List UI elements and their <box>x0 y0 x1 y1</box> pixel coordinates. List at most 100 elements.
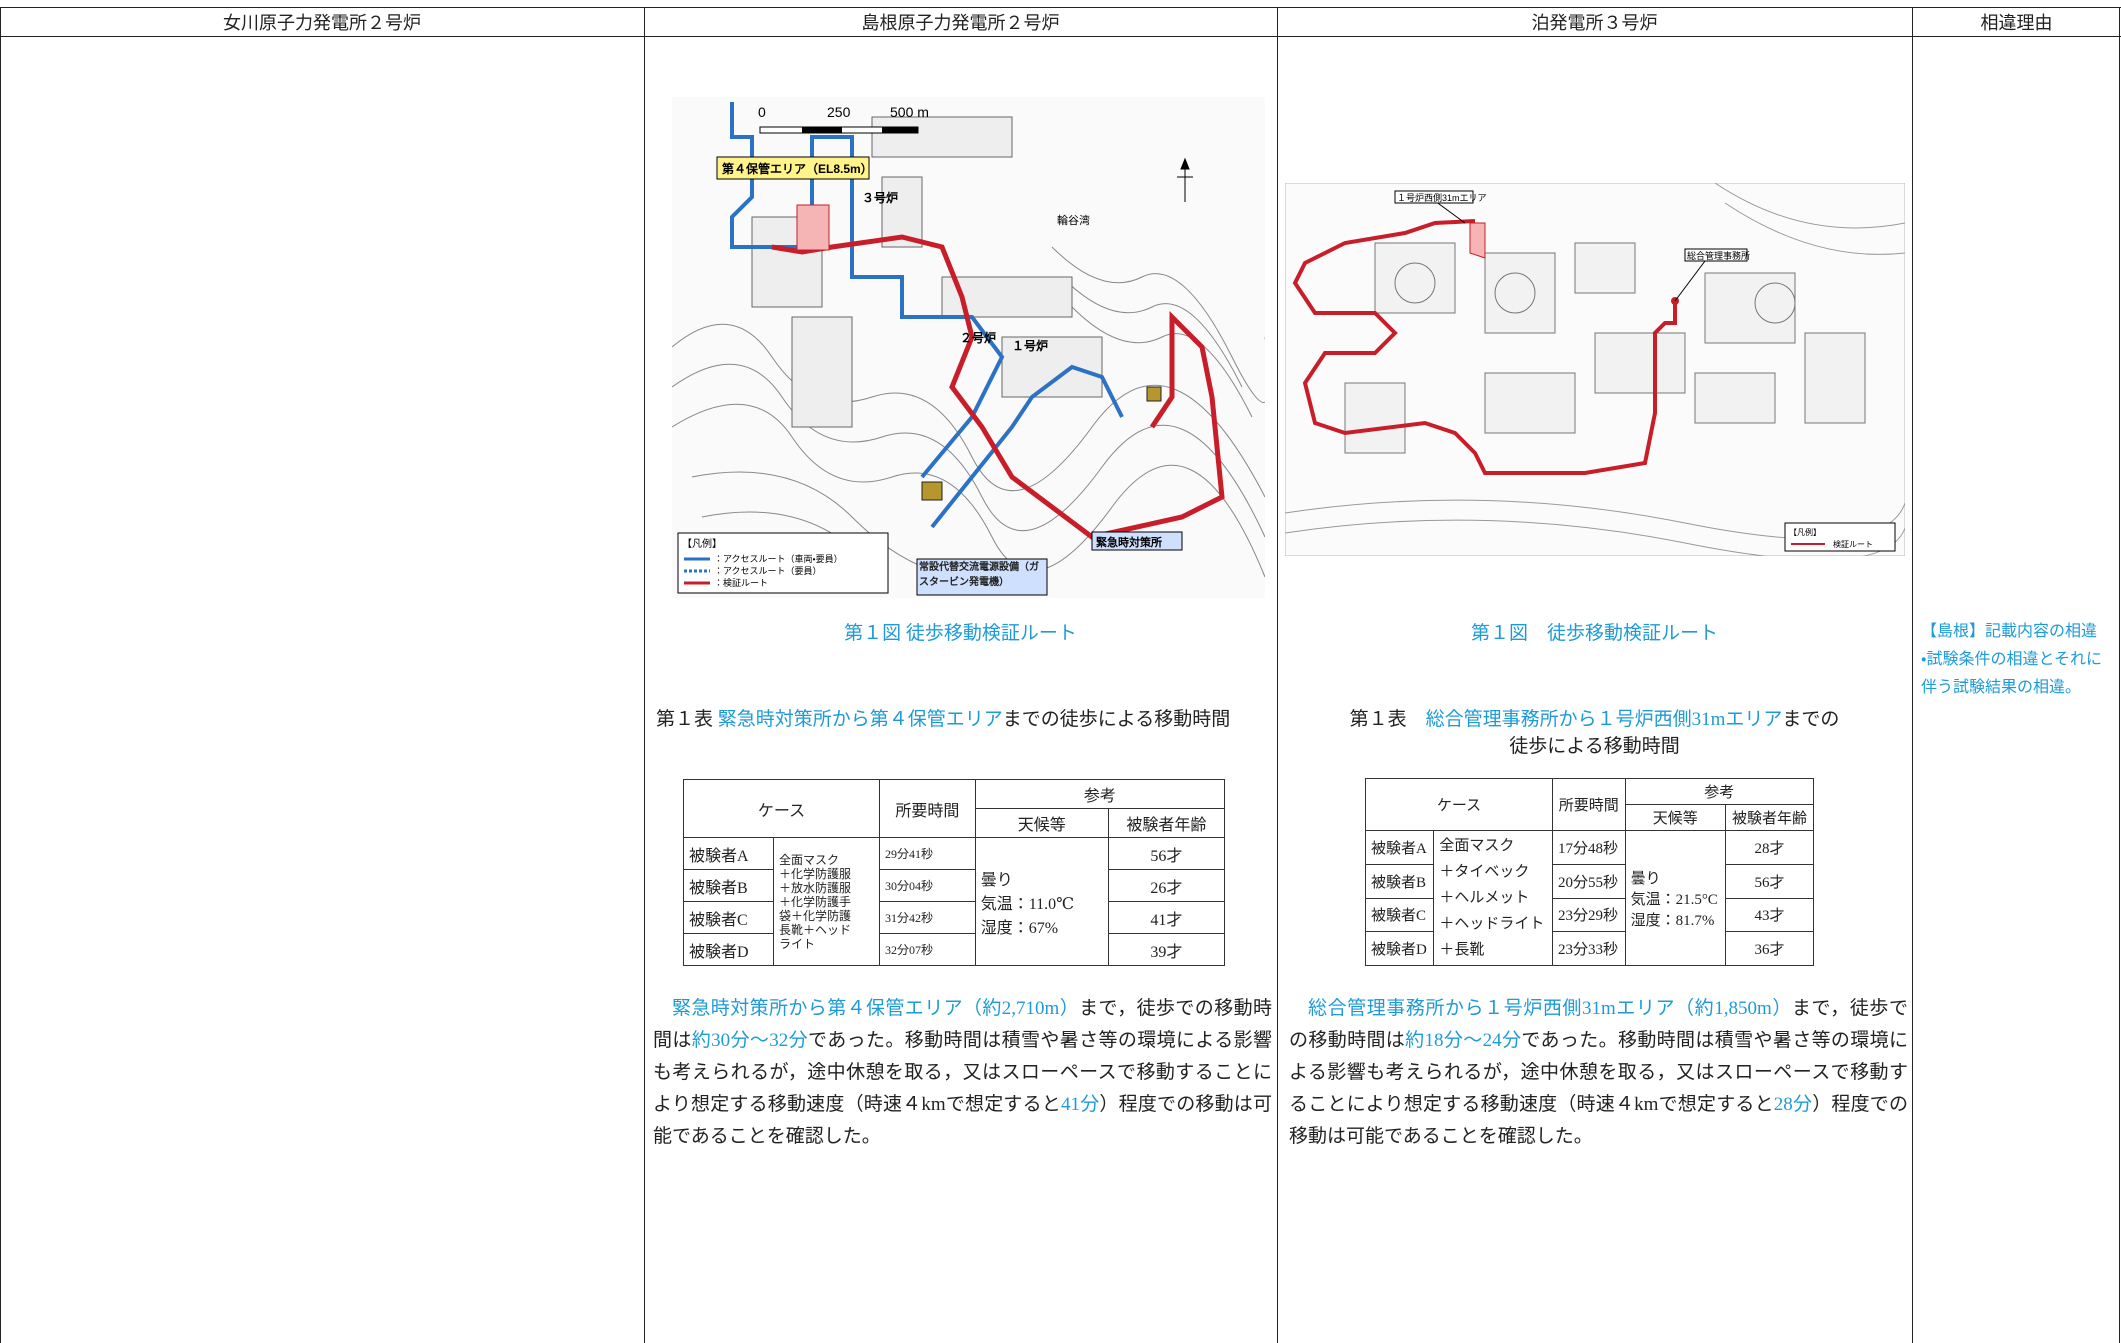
rule <box>1277 7 1278 1343</box>
cell-line: ライト <box>779 936 816 951</box>
text-run: 28分 <box>1773 1094 1813 1115</box>
th: ケース <box>1365 778 1553 831</box>
cell: 23分29秒 <box>1551 897 1626 933</box>
cell-line: 気温：21.5°C <box>1630 891 1718 908</box>
map-label: 第４保管エリア（EL8.5m） <box>721 161 873 176</box>
text-run: ）程度での移動は可能であることを確認した。 <box>1289 1094 1908 1147</box>
cell-line: ＋長靴 <box>1439 942 1485 958</box>
cell-line: 湿度：67% <box>980 919 1059 937</box>
shimane-map: 0 250 500 m 第４保管エリア（EL8.5m） ３号炉 ２号炉 １号炉 … <box>672 97 1265 598</box>
cell-line: 曇り <box>980 871 1013 889</box>
th: 参考 <box>974 779 1226 809</box>
cell: 全面マスク ＋タイベック ＋ヘルメット ＋ヘッドライト ＋長靴 <box>1433 830 1553 966</box>
cell: 被験者A <box>682 837 775 870</box>
scale-label: 0 <box>758 104 766 120</box>
cell-line: 全面マスク <box>1439 838 1515 854</box>
text-run: 約30分～32分 <box>691 1030 809 1051</box>
text-run: 総合管理事務所から１号炉西側31mエリア（約1,850m） <box>1308 998 1792 1019</box>
cell: 56才 <box>1725 863 1814 899</box>
text-run: 41分 <box>1061 1094 1100 1115</box>
cell-line: ＋化学防護手 <box>779 894 852 909</box>
cell: 56才 <box>1107 837 1226 870</box>
th: 所要時間 <box>1551 778 1626 831</box>
table-title: 徒歩による移動時間 <box>1509 736 1680 757</box>
text-run: 第１表 <box>656 709 718 730</box>
data-table: ケース 所要時間 参考 天候等 被験者年齢 被験者A 全面マスク ＋化学防護服 ＋放水防護服… <box>682 779 1226 966</box>
th: ケース <box>683 779 880 838</box>
cell: 26才 <box>1107 869 1226 902</box>
cell: 被験者B <box>682 869 775 902</box>
text-run: 約18分～24分 <box>1405 1030 1522 1051</box>
cell-line: 気温：11.0℃ <box>980 895 1075 913</box>
figure-caption: 第１図 徒歩移動検証ルート <box>844 623 1077 644</box>
rule <box>0 36 2121 37</box>
text-run: 第１表 <box>1349 709 1426 730</box>
legend-item: ：検証ルート <box>714 577 768 588</box>
legend-title: 【凡例】 <box>682 537 722 550</box>
cell: 28才 <box>1725 830 1814 865</box>
text-run: までの徒歩による移動時間 <box>1002 709 1231 730</box>
cell-line: ＋化学防護服 <box>779 866 852 881</box>
reason-line: 【島根】記載内容の相違 <box>1921 623 2098 640</box>
cell: 20分55秒 <box>1551 863 1626 899</box>
th: 所要時間 <box>878 779 976 838</box>
cell-line: ＋放水防護服 <box>779 880 852 895</box>
rule <box>2119 7 2120 1343</box>
map-label: 輪谷湾 <box>1057 213 1090 227</box>
legend-title: 【凡例】 <box>1789 527 1821 537</box>
column-header: 泊発電所３号炉 <box>1531 13 1658 33</box>
map-label: 常設代替交流電源設備（ガスタービン発電機） <box>919 562 1039 588</box>
text-run: ）程度での移動は可能であることを確認した。 <box>653 1094 1272 1147</box>
map-label: 緊急時対策所 <box>1096 535 1162 549</box>
cell-line: 袋＋化学防護 <box>779 908 852 923</box>
cell: 39才 <box>1107 933 1226 966</box>
map-label: ２号炉 <box>960 330 996 345</box>
cell: 30分04秒 <box>878 869 976 902</box>
th: 被験者年齢 <box>1107 808 1226 838</box>
scale-label: 250 <box>827 104 851 120</box>
th: 被験者年齢 <box>1725 804 1814 831</box>
column-header: 相違理由 <box>1980 13 2053 33</box>
cell-line: 全面マスク <box>779 852 840 867</box>
column-header: 女川原子力発電所２号炉 <box>223 13 421 33</box>
text-run: まで，徒歩での移動時間は <box>653 998 1273 1051</box>
reason-line: ・試験条件の相違とそれに伴う試験結果の相違。 <box>1921 651 2102 696</box>
reason: 【島根】記載内容の相違 ・試験条件の相違とそれに伴う試験結果の相違。 <box>1921 618 2113 702</box>
cell: 29分41秒 <box>878 837 976 870</box>
cell: 全面マスク ＋化学防護服 ＋放水防護服 ＋化学防護手 袋＋化学防護 長靴＋ヘッド ライト <box>773 837 880 966</box>
cell-line: ＋ヘルメット <box>1439 890 1530 906</box>
text-run: までの <box>1782 709 1840 730</box>
rule <box>0 7 1 1343</box>
rule <box>1912 7 1913 1343</box>
cell: 36才 <box>1725 931 1814 966</box>
th: 参考 <box>1624 778 1815 805</box>
column-header: 島根原子力発電所２号炉 <box>861 13 1060 33</box>
cell-line: ＋タイベック <box>1439 864 1530 880</box>
cell: 31分42秒 <box>878 901 976 934</box>
cell-line: ＋ヘッドライト <box>1439 916 1545 932</box>
cell: 被験者D <box>682 933 775 966</box>
cell-line: 曇り <box>1630 870 1661 887</box>
scale-label: 500 m <box>890 104 929 120</box>
rule <box>0 7 2121 8</box>
cell: 曇り気温：11.0℃ 湿度：67% <box>974 837 1109 966</box>
cell: 17分48秒 <box>1551 830 1626 865</box>
cell: 41才 <box>1107 901 1226 934</box>
cell-line: 長靴＋ヘッド <box>779 922 852 937</box>
cell: 被験者D <box>1364 931 1435 966</box>
paragraph: 総合管理事務所から１号炉西側31mエリア（約1,850m）まで，徒歩での移動時間… <box>1289 993 1908 1153</box>
text-run: であった。移動時間は積雪や暑さ等の環境による影響も考えられるが，途中休憩を取る，… <box>653 1030 1272 1115</box>
cell: 被験者C <box>682 901 775 934</box>
map-label: 総合管理事務所 <box>1687 250 1750 261</box>
cell: 23分33秒 <box>1551 931 1626 966</box>
cell: 被験者B <box>1364 863 1435 899</box>
legend-item: ：アクセスルート（車両・要員） <box>714 553 843 564</box>
table-title: 第１表 総合管理事務所から１号炉西側31mエリアまでの <box>1277 704 1912 731</box>
text-run: であった。移動時間は積雪や暑さ等の環境による影響も考えられるが，途中休憩を取る，… <box>1289 1030 1908 1115</box>
text-run: 総合管理事務所から１号炉西側31mエリア <box>1425 709 1783 730</box>
paragraph: 緊急時対策所から第４保管エリア（約2,710m）まで，徒歩での移動時間は約30分… <box>653 993 1272 1153</box>
legend-item: ：アクセスルート（要員） <box>714 566 822 576</box>
text-run: 緊急時対策所から第４保管エリア（約2,710m） <box>672 998 1080 1019</box>
text-run: 緊急時対策所から第４保管エリア <box>717 709 1003 730</box>
